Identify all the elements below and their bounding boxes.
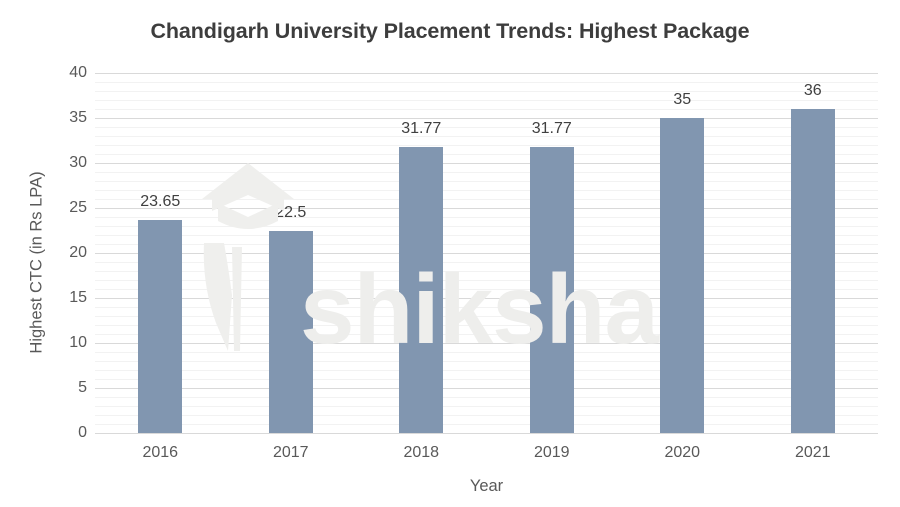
gridline-minor (95, 190, 878, 191)
gridline-minor (95, 289, 878, 290)
gridline-major (95, 73, 878, 74)
bottom-caption (0, 498, 900, 507)
y-axis-tick-label: 10 (69, 334, 87, 351)
gridline-minor (95, 217, 878, 218)
gridline-major (95, 343, 878, 344)
y-axis-ticks: 0 5 10 15 20 25 30 35 40 (35, 0, 87, 507)
gridline-minor (95, 244, 878, 245)
gridline-minor (95, 262, 878, 263)
gridline-minor (95, 136, 878, 137)
gridline-major (95, 118, 878, 119)
y-axis-tick-label: 15 (69, 289, 87, 306)
gridline-minor (95, 334, 878, 335)
gridline-minor (95, 424, 878, 425)
bar (790, 109, 835, 433)
bar-value-label: 23.65 (140, 193, 181, 211)
gridline-major (95, 298, 878, 299)
x-axis-tick-label: 2021 (794, 444, 831, 461)
gridline-minor (95, 415, 878, 416)
gridline-minor (95, 271, 878, 272)
bar (660, 118, 705, 433)
gridline-minor (95, 145, 878, 146)
gridline-major (95, 433, 878, 434)
gridline-minor (95, 280, 878, 281)
bar-value-label: 31.77 (401, 120, 442, 138)
x-axis-tick-label: 2020 (664, 444, 701, 461)
bar (138, 220, 183, 433)
y-axis-tick-label: 30 (69, 154, 87, 171)
gridlines (95, 73, 878, 434)
gridline-major (95, 253, 878, 254)
gridline-minor (95, 397, 878, 398)
x-axis-title: Year (469, 477, 504, 495)
gridline-minor (95, 361, 878, 362)
bar-value-label: 22.5 (275, 203, 307, 221)
gridline-minor (95, 316, 878, 317)
gridline-minor (95, 154, 878, 155)
gridline-minor (95, 199, 878, 200)
bar (529, 147, 574, 433)
gridline-minor (95, 82, 878, 83)
gridline-minor (95, 109, 878, 110)
plot-area (95, 73, 878, 434)
gridline-minor (95, 172, 878, 173)
x-axis-tick-label: 2016 (142, 444, 179, 461)
bar-value-label: 35 (673, 91, 692, 108)
bar (399, 147, 444, 433)
x-axis-tick-label: 2018 (403, 444, 440, 461)
gridline-minor (95, 235, 878, 236)
gridline-minor (95, 226, 878, 227)
bar (268, 230, 313, 433)
gridline-minor (95, 100, 878, 101)
gridline-minor (95, 379, 878, 380)
gridline-minor (95, 370, 878, 371)
bars-layer (95, 73, 878, 433)
x-axis-tick-label: 2017 (272, 444, 309, 461)
x-axis-tick-label: 2019 (533, 444, 570, 461)
gridline-minor (95, 352, 878, 353)
gridline-minor (95, 406, 878, 407)
y-axis-tick-label: 40 (69, 64, 87, 81)
y-axis-title: Highest CTC (in Rs LPA) (27, 171, 46, 354)
gridline-major (95, 388, 878, 389)
y-axis-tick-label: 35 (69, 109, 87, 126)
bar-value-label: 36 (803, 82, 822, 99)
gridline-minor (95, 325, 878, 326)
gridline-major (95, 208, 878, 209)
y-axis-tick-label: 25 (69, 199, 87, 216)
bar-value-label: 31.77 (531, 120, 572, 138)
gridline-minor (95, 307, 878, 308)
y-axis-tick-label: 20 (69, 244, 87, 261)
gridline-minor (95, 127, 878, 128)
gridline-minor (95, 91, 878, 92)
y-axis-tick-label: 0 (78, 424, 87, 441)
chart-title: Chandigarh University Placement Trends: … (150, 19, 750, 43)
gridline-minor (95, 181, 878, 182)
gridline-major (95, 163, 878, 164)
y-axis-tick-label: 5 (78, 379, 87, 396)
